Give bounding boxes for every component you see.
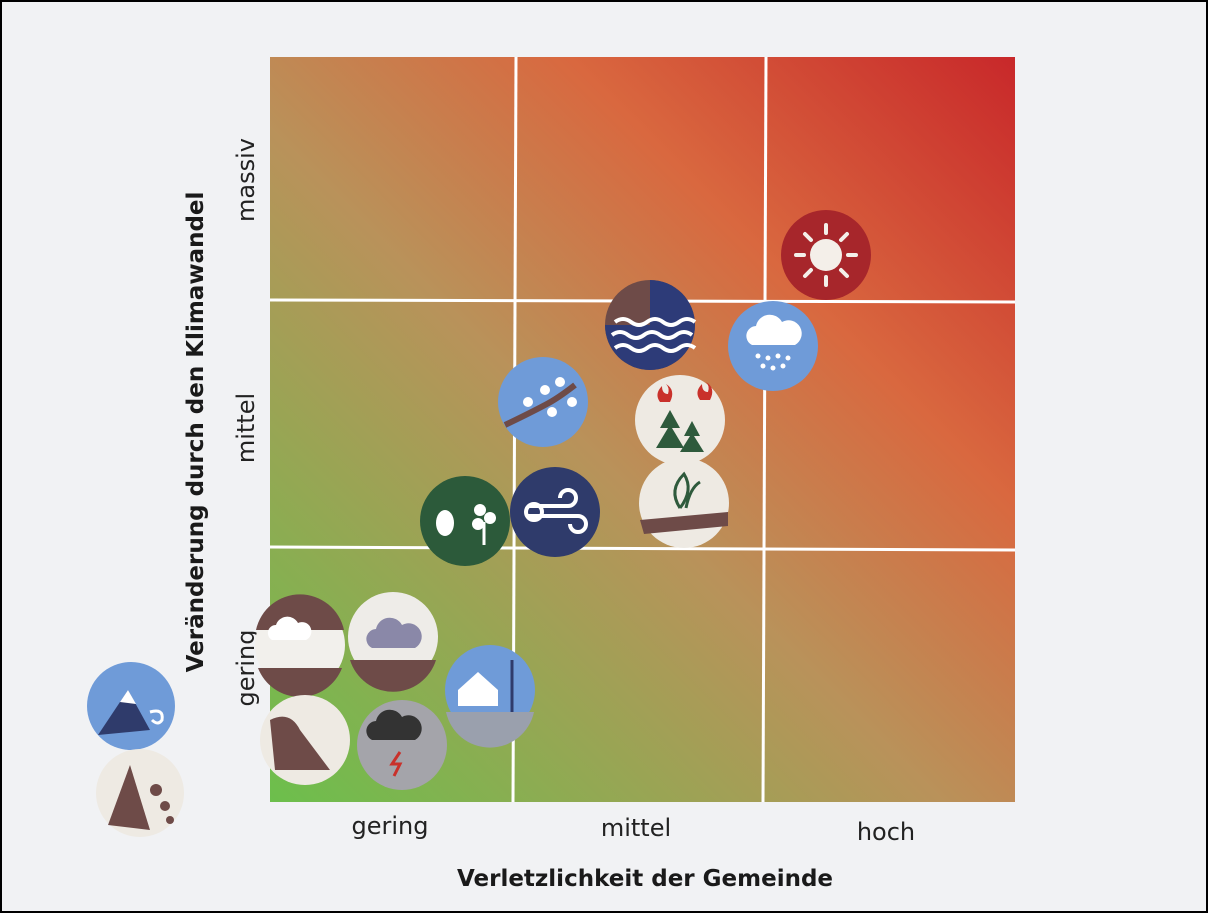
icon-cloud: [348, 592, 438, 692]
icon-rockfall: [96, 749, 184, 837]
x-level: mittel: [601, 814, 671, 842]
icon-thunderstorm: [357, 700, 447, 790]
icon-heavy-rain: [728, 301, 818, 391]
y-level: massiv: [232, 138, 260, 222]
icon-forest-fire: [635, 375, 725, 465]
icon-heat: [781, 210, 871, 300]
icon-snow-load: [445, 645, 535, 748]
icon-landslide: [260, 695, 350, 785]
icon-drought: [639, 458, 729, 548]
icon-late-frost: [498, 357, 588, 447]
icon-avalanche: [87, 662, 175, 750]
icon-flood: [605, 280, 697, 370]
y-level: mittel: [232, 393, 260, 463]
x-level: gering: [352, 812, 429, 840]
y-axis-title: Veränderung durch den Klimawandel: [183, 192, 209, 673]
x-level: hoch: [857, 818, 915, 846]
icon-pests: [420, 476, 510, 566]
x-axis-title: Verletzlichkeit der Gemeinde: [457, 866, 833, 892]
icon-storm: [510, 467, 600, 557]
icon-hail-storm: [255, 594, 345, 697]
